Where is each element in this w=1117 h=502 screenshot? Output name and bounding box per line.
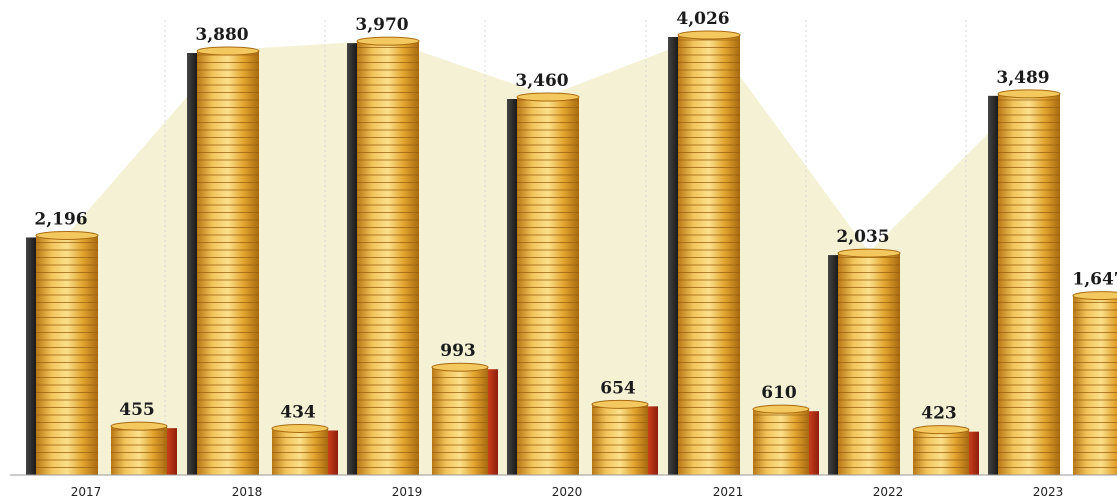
x-axis-ticks: 2017 2018 2019 2020 2021 2022 2023 <box>71 485 1064 499</box>
coin-top <box>912 425 970 435</box>
value-label-main: 3,970 <box>355 15 408 35</box>
value-label-main: 3,489 <box>996 68 1049 88</box>
value-label-main: 4,026 <box>676 9 729 29</box>
value-label-secondary: 1,647 <box>1072 270 1117 290</box>
x-tick-label: 2020 <box>552 485 583 499</box>
bar-shadow <box>187 52 199 475</box>
bar-body <box>838 252 900 475</box>
value-label-secondary: 455 <box>119 400 155 420</box>
bar-secondary <box>110 421 177 475</box>
coin-top <box>677 30 741 40</box>
bar-secondary <box>912 425 979 475</box>
coin-top <box>591 399 649 409</box>
bar-shadow <box>165 428 177 475</box>
x-tick-label: 2017 <box>71 485 102 499</box>
value-label-secondary: 993 <box>440 341 476 361</box>
bar-main <box>668 30 741 475</box>
bar-main <box>828 248 901 475</box>
value-labels: 2,196 455 3,880 434 3,970 993 3,460 654 4,026 610… <box>34 9 1117 424</box>
value-label-secondary: 434 <box>280 402 316 422</box>
coin-top <box>837 248 901 258</box>
bar-body <box>753 408 809 475</box>
bar-shadow <box>668 37 680 475</box>
bar-shadow <box>26 237 38 475</box>
bar-body <box>111 425 167 475</box>
bar-main <box>347 36 420 476</box>
bar-body <box>592 403 648 475</box>
bar-shadow <box>646 406 658 475</box>
value-label-secondary: 423 <box>921 404 957 424</box>
bar-shadow <box>507 98 519 476</box>
value-label-main: 2,035 <box>836 227 889 247</box>
bar-secondary <box>752 404 819 475</box>
value-label-main: 3,880 <box>195 25 248 45</box>
value-label-main: 2,196 <box>34 209 87 229</box>
bar-shadow <box>828 255 840 475</box>
bar-secondary <box>591 399 658 475</box>
coin-top <box>431 362 489 372</box>
x-tick-label: 2019 <box>392 485 423 499</box>
bar-body <box>197 49 259 475</box>
bar-main <box>988 89 1061 476</box>
value-label-main: 3,460 <box>515 71 568 91</box>
x-tick-label: 2022 <box>873 485 904 499</box>
coin-top <box>1072 291 1117 301</box>
bar-body <box>517 95 579 476</box>
coin-top <box>196 46 260 56</box>
x-tick-label: 2023 <box>1033 485 1064 499</box>
bar-secondary <box>1072 291 1117 475</box>
value-label-secondary: 610 <box>761 383 797 403</box>
bars <box>26 30 1117 476</box>
year-separators <box>164 20 967 475</box>
coin-top <box>516 92 580 102</box>
bar-secondary <box>271 423 338 475</box>
coin-top <box>35 230 99 240</box>
coin-top <box>110 421 168 431</box>
bar-shadow <box>988 95 1000 476</box>
coin-top <box>997 89 1061 99</box>
bar-body <box>998 92 1060 476</box>
bar-shadow <box>967 431 979 475</box>
bar-body <box>913 428 969 475</box>
bar-shadow <box>347 43 359 476</box>
coin-top <box>752 404 810 414</box>
x-tick-label: 2021 <box>713 485 744 499</box>
bar-shadow <box>486 369 498 475</box>
bar-body <box>432 366 488 475</box>
bar-main <box>187 46 260 475</box>
bar-main <box>26 230 99 475</box>
bar-shadow <box>326 430 338 475</box>
bar-secondary <box>431 362 498 475</box>
bar-main <box>507 92 580 476</box>
bar-shadow <box>807 411 819 475</box>
x-tick-label: 2018 <box>232 485 263 499</box>
coin-top <box>271 423 329 433</box>
value-label-secondary: 654 <box>600 378 636 398</box>
coin-top <box>356 36 420 46</box>
